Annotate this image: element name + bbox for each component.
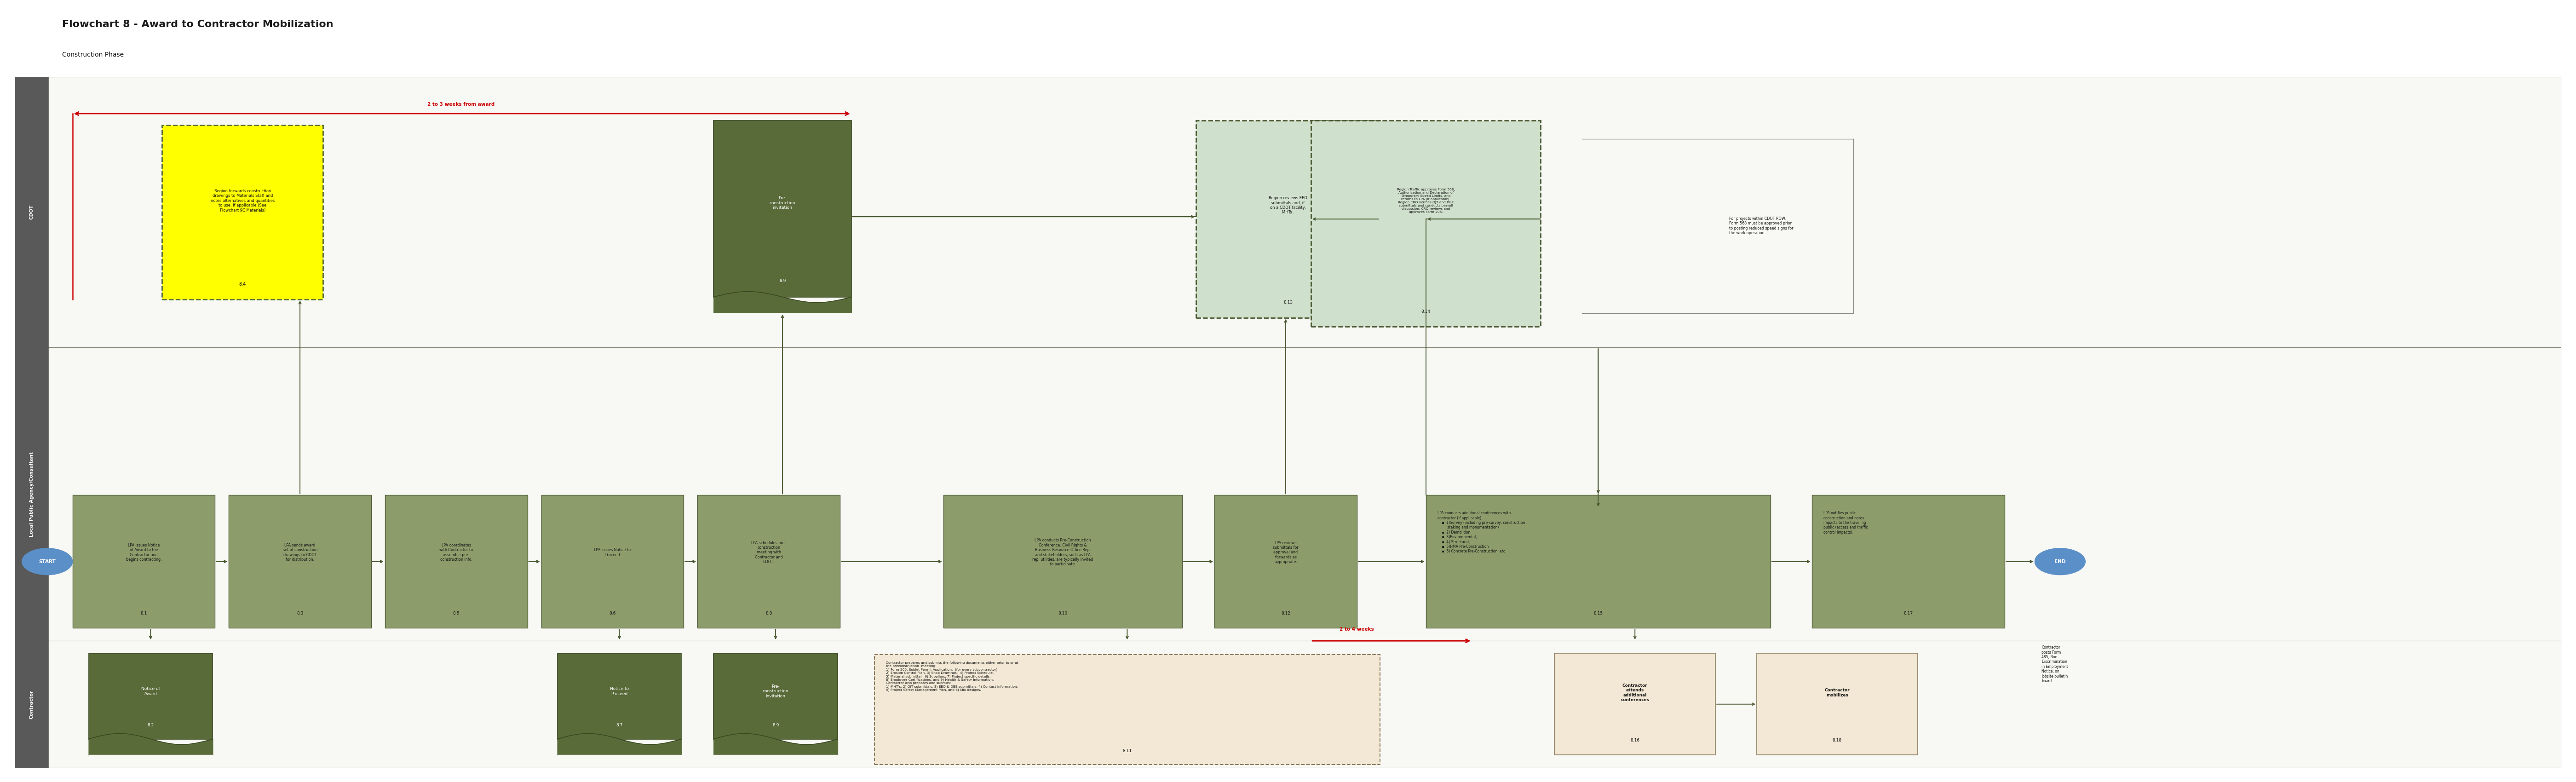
Text: LPA issues Notice
of Award to the
Contractor and
begins contracting.: LPA issues Notice of Award to the Contra…: [126, 543, 162, 561]
Text: Contractor: Contractor: [28, 690, 33, 719]
Text: Contractor
posts Form
485, Non-
Discrimination
in Employment
Notice, on
jobsite : Contractor posts Form 485, Non- Discrimi…: [2043, 645, 2069, 683]
Text: 8.17: 8.17: [1904, 612, 1914, 615]
Text: START: START: [39, 559, 57, 564]
FancyBboxPatch shape: [1213, 495, 1358, 628]
Text: LPA sends award
set of construction
drawings to CDOT
for distribution.: LPA sends award set of construction draw…: [283, 543, 317, 561]
Text: Region reviews EEO
submittals and, if
on a CDOT facility,
MHTs .: Region reviews EEO submittals and, if on…: [1270, 196, 1306, 214]
Text: 8.10: 8.10: [1059, 612, 1066, 615]
Text: 2 to 4 weeks: 2 to 4 weeks: [1340, 627, 1373, 632]
FancyBboxPatch shape: [72, 495, 214, 628]
FancyBboxPatch shape: [15, 77, 49, 347]
Text: Contractor
mobilizes: Contractor mobilizes: [1824, 688, 1850, 697]
FancyBboxPatch shape: [1811, 495, 2004, 628]
FancyBboxPatch shape: [943, 495, 1182, 628]
Text: 8.1: 8.1: [142, 612, 147, 615]
Text: 8.3: 8.3: [296, 612, 304, 615]
Text: Local Public Agency/Consultant: Local Public Agency/Consultant: [28, 452, 33, 536]
Text: 8.5: 8.5: [453, 612, 459, 615]
Text: 8.4: 8.4: [240, 282, 247, 286]
Text: 8.8: 8.8: [765, 612, 773, 615]
FancyBboxPatch shape: [714, 120, 853, 297]
Text: Contractor
attends
additional
conferences: Contractor attends additional conference…: [1620, 683, 1649, 702]
Text: CDOT: CDOT: [28, 205, 33, 220]
FancyBboxPatch shape: [15, 347, 49, 641]
Text: 8.13: 8.13: [1283, 300, 1293, 304]
FancyBboxPatch shape: [541, 495, 683, 628]
FancyBboxPatch shape: [556, 653, 683, 739]
Text: 8.12: 8.12: [1280, 612, 1291, 615]
Text: 8.15: 8.15: [1595, 612, 1602, 615]
FancyBboxPatch shape: [873, 655, 1381, 765]
Ellipse shape: [23, 548, 72, 575]
Text: 8.11: 8.11: [1123, 749, 1131, 753]
Text: 8.6: 8.6: [608, 612, 616, 615]
FancyBboxPatch shape: [15, 347, 2561, 641]
Text: Flowchart 8 - Award to Contractor Mobilization: Flowchart 8 - Award to Contractor Mobili…: [62, 20, 332, 29]
Text: LPA schedules pre-
construction
meeting with
Contractor and
CDOT.: LPA schedules pre- construction meeting …: [752, 540, 786, 564]
Text: 8.9: 8.9: [773, 723, 778, 727]
Text: Construction Phase: Construction Phase: [62, 52, 124, 58]
FancyBboxPatch shape: [15, 77, 2561, 347]
Text: 2 to 3 weeks from award: 2 to 3 weeks from award: [428, 102, 495, 106]
Text: Contractor prepares and submits the following documents either prior to or at
th: Contractor prepares and submits the foll…: [886, 662, 1018, 691]
Ellipse shape: [2035, 548, 2087, 575]
FancyBboxPatch shape: [1195, 120, 1381, 317]
FancyBboxPatch shape: [15, 641, 49, 768]
Text: Region forwards construction
drawings to Materials Staff and
notes alternatives : Region forwards construction drawings to…: [211, 189, 276, 213]
FancyBboxPatch shape: [1757, 653, 1917, 755]
FancyBboxPatch shape: [88, 653, 214, 739]
FancyBboxPatch shape: [384, 495, 528, 628]
Text: LPA reviews
submittals for
approval and
forwards as
appropriate.: LPA reviews submittals for approval and …: [1273, 540, 1298, 564]
Text: END: END: [2056, 559, 2066, 564]
Text: 8.7: 8.7: [616, 723, 623, 727]
Text: 8.18: 8.18: [1832, 738, 1842, 742]
Text: LPA issues Notice to
Proceed: LPA issues Notice to Proceed: [595, 548, 631, 557]
Text: LPA conducts Pre-Construction
Conference. Civil Rights &
Business Resource Offic: LPA conducts Pre-Construction Conference…: [1033, 538, 1092, 566]
FancyBboxPatch shape: [15, 641, 2561, 768]
Text: 8.16: 8.16: [1631, 738, 1638, 742]
FancyBboxPatch shape: [714, 653, 837, 739]
Text: Notice of
Award: Notice of Award: [142, 687, 160, 696]
Text: Region Traffic approves Form 568,
Authorization and Declaration of
Temporary Spe: Region Traffic approves Form 568, Author…: [1396, 188, 1455, 213]
Text: 8.9: 8.9: [778, 279, 786, 283]
FancyBboxPatch shape: [1427, 495, 1770, 628]
Text: LPA conducts additional conferences with
contractor (if applicable):
    ▪  1)Su: LPA conducts additional conferences with…: [1437, 511, 1525, 554]
Text: LPA notifies public
construction and notes
impacts to the traveling
public (acce: LPA notifies public construction and not…: [1824, 511, 1868, 534]
Text: Pre-
construction
invitation: Pre- construction invitation: [762, 684, 788, 698]
Text: For projects within CDOT ROW,
Form 568 must be approved prior
to posting reduced: For projects within CDOT ROW, Form 568 m…: [1728, 217, 1793, 235]
FancyBboxPatch shape: [1553, 653, 1716, 755]
Text: 8.2: 8.2: [147, 723, 155, 727]
FancyBboxPatch shape: [162, 125, 322, 300]
Text: 8.14: 8.14: [1422, 310, 1430, 314]
FancyBboxPatch shape: [229, 495, 371, 628]
FancyBboxPatch shape: [1311, 120, 1540, 327]
Text: Pre-
construction
invitation: Pre- construction invitation: [770, 196, 796, 210]
Text: LPA coordinates
with Contractor to
assemble pre-
construction info.: LPA coordinates with Contractor to assem…: [440, 543, 474, 561]
Text: Notice to
Proceed: Notice to Proceed: [611, 687, 629, 696]
FancyBboxPatch shape: [698, 495, 840, 628]
